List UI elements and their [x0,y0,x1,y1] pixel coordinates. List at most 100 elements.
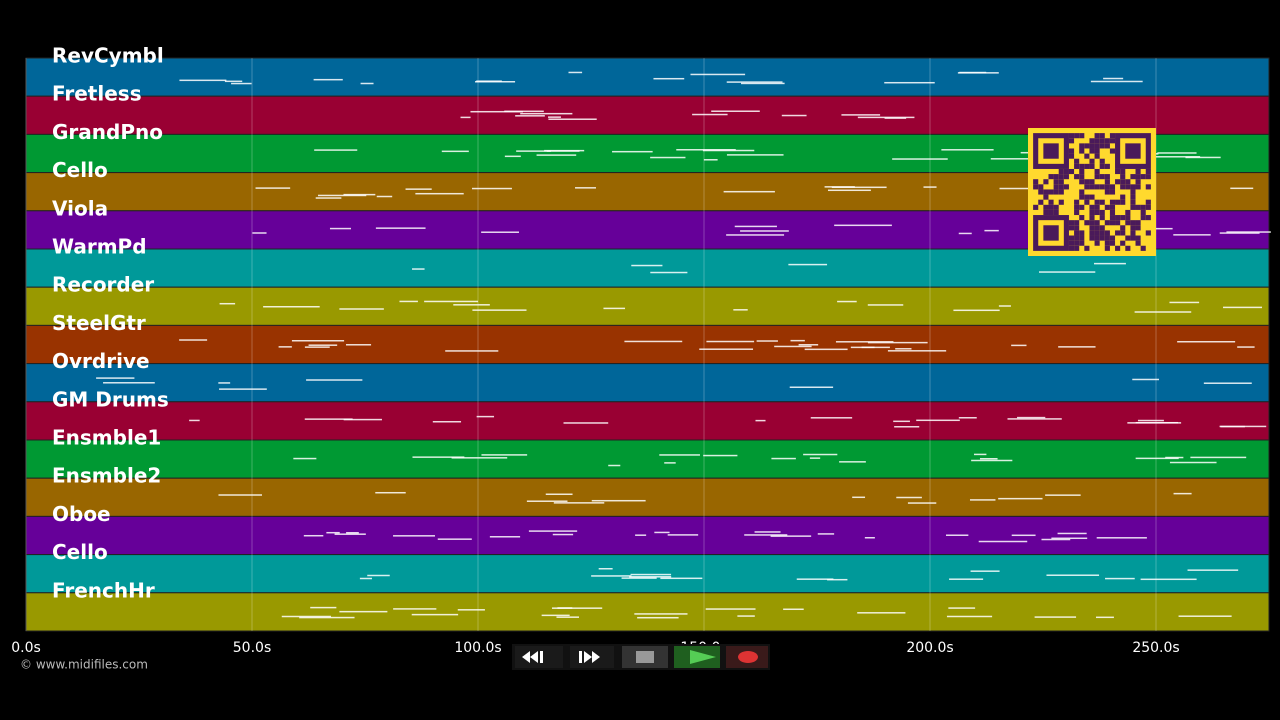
note [520,112,573,115]
note [654,531,670,534]
rewind-button[interactable] [515,646,563,668]
qr-module [1068,148,1075,154]
qr-module [1104,138,1110,144]
note [346,532,359,534]
note [179,79,227,82]
note [631,264,663,267]
qr-module [1135,184,1141,190]
note [703,159,718,161]
qr-module [1079,215,1085,221]
note [326,531,340,534]
note [299,616,355,619]
qr-module [1115,215,1121,221]
notes [96,71,1271,619]
track-label: FrenchHr [52,578,155,602]
note [884,81,935,84]
qr-finder-core [1043,143,1059,159]
note [1173,234,1211,236]
track-band [25,477,1270,517]
note [621,577,657,579]
track-band [25,286,1270,326]
note [692,113,728,116]
copyright: © www.midifiles.com [20,658,148,672]
note [835,341,894,343]
note [1178,615,1232,617]
note [343,418,382,421]
qr-module [1074,133,1080,139]
note [291,340,345,342]
note [941,149,994,151]
qr-module [1120,225,1126,231]
note [218,494,262,496]
qr-module [1094,148,1100,154]
note [1011,344,1027,347]
note [476,415,495,418]
track-label: Ovrdrive [52,349,150,373]
note [660,577,703,580]
track-band [25,363,1270,403]
note [1137,419,1164,422]
qr-module [1079,168,1085,175]
note [451,457,508,459]
qr-module [1038,189,1044,195]
qr-module [1145,215,1151,221]
note [796,578,834,580]
qr-module [1135,235,1141,241]
note [563,422,609,424]
note [405,188,432,190]
qr-module [1094,204,1100,210]
note [737,615,755,617]
qr-finder [1115,133,1151,169]
note [998,497,1043,500]
qr-module [1104,143,1110,149]
qr-module [1084,179,1090,185]
tick-label: 250.0s [1132,640,1179,656]
qr-module [1094,184,1100,190]
note [293,457,317,460]
note [1219,232,1260,234]
note [1057,532,1087,535]
note [789,386,834,389]
note [635,534,647,536]
note [887,350,947,352]
qr-module [1084,143,1090,149]
qr-module [1109,184,1116,190]
note [705,608,756,610]
stop-button[interactable] [622,646,668,668]
note [252,232,267,234]
note [1187,569,1239,571]
note [329,227,351,230]
note [376,195,393,198]
qr-module [1089,138,1095,144]
track-label: Ensmble1 [52,426,161,450]
note [103,382,155,384]
qr-module [1079,163,1085,169]
qr-module [1094,225,1100,231]
record-button[interactable] [726,646,768,668]
qr-module [1120,168,1126,175]
qr-module [1109,209,1116,216]
note [526,500,568,502]
play-button[interactable] [674,646,720,668]
qr-finder-core [1043,225,1059,241]
qr-finder [1033,133,1069,169]
qr-finder-core [1125,143,1141,159]
qr-module [1043,204,1049,210]
note [575,187,596,189]
qr-module [1104,184,1110,190]
qr-module [1079,143,1085,149]
qr-module [1074,204,1080,210]
note [1165,456,1184,459]
qr-module [1145,199,1151,205]
note [1135,457,1179,460]
note [1095,616,1114,619]
note [916,419,960,422]
note [1039,271,1096,273]
forward-button[interactable] [570,646,614,668]
qr-module [1094,168,1100,175]
qr-module [1084,245,1090,251]
note [852,496,866,499]
note [1103,77,1124,80]
note [864,536,875,539]
